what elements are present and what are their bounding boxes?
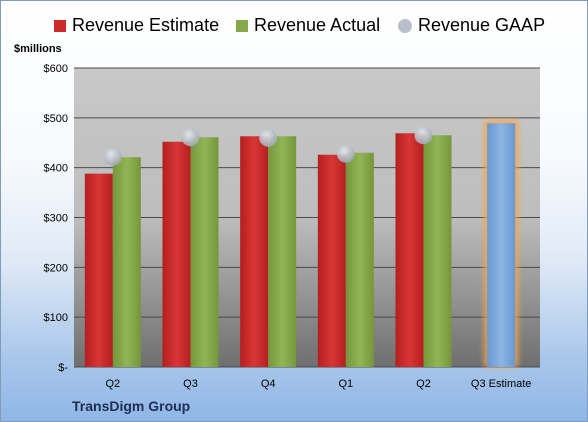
bars xyxy=(84,120,519,367)
legend-revenue-actual: Revenue Actual xyxy=(236,15,380,36)
chart-legend: Revenue Estimate Revenue Actual Revenue … xyxy=(0,15,588,41)
y-tick-label: $400 xyxy=(44,163,68,175)
marker-revenue-gaap xyxy=(414,126,433,145)
x-tick-label: Q1 xyxy=(338,378,353,390)
legend-gaap-marker xyxy=(398,18,412,33)
marker-revenue-gaap xyxy=(259,128,278,147)
legend-revenue-estimate: Revenue Estimate xyxy=(54,15,219,36)
legend-actual-swatch xyxy=(236,19,248,32)
marker-revenue-gaap xyxy=(336,144,355,163)
y-tick-label: $100 xyxy=(44,312,68,324)
bar-revenue-estimate xyxy=(240,136,269,367)
x-tick-label: Q4 xyxy=(261,378,276,390)
y-tick-label: $- xyxy=(58,362,68,374)
bar-revenue-estimate xyxy=(162,141,191,367)
y-tick-label: $500 xyxy=(44,113,68,125)
y-axis-unit-label: $millions xyxy=(14,43,62,55)
bar-revenue-actual xyxy=(423,135,452,367)
x-tick-label: Q3 xyxy=(183,378,198,390)
bar-revenue-actual xyxy=(268,136,297,367)
bar-q3-estimate xyxy=(487,123,516,367)
bar-revenue-actual xyxy=(345,152,374,367)
x-tick-label: Q2 xyxy=(416,378,431,390)
legend-gaap-label: Revenue GAAP xyxy=(418,15,546,35)
bar-revenue-estimate xyxy=(84,173,113,367)
y-tick-label: $600 xyxy=(44,63,68,75)
y-tick-label: $300 xyxy=(44,213,68,225)
legend-estimate-label: Revenue Estimate xyxy=(72,15,220,35)
x-tick-label: Q2 xyxy=(105,378,120,390)
bar-revenue-estimate xyxy=(317,154,346,367)
y-tick-label: $200 xyxy=(44,262,68,274)
bar-revenue-actual xyxy=(112,157,141,367)
x-axis-labels: Q2 Q3 Q4 Q1 Q2 Q3 Estimate xyxy=(105,378,531,390)
company-name: TransDigm Group xyxy=(72,398,191,414)
bar-revenue-estimate xyxy=(395,133,424,367)
bar-revenue-actual xyxy=(190,137,219,367)
y-axis-ticks: $- $100 $200 $300 $400 $500 $600 xyxy=(44,63,69,374)
legend-estimate-swatch xyxy=(54,19,66,32)
legend-revenue-gaap: Revenue GAAP xyxy=(398,15,545,36)
x-tick-label: Q3 Estimate xyxy=(471,378,532,390)
gaap-markers xyxy=(103,126,433,166)
gridlines xyxy=(74,67,540,368)
marker-revenue-gaap xyxy=(103,147,122,166)
marker-revenue-gaap xyxy=(181,128,200,147)
legend-actual-label: Revenue Actual xyxy=(254,15,381,35)
